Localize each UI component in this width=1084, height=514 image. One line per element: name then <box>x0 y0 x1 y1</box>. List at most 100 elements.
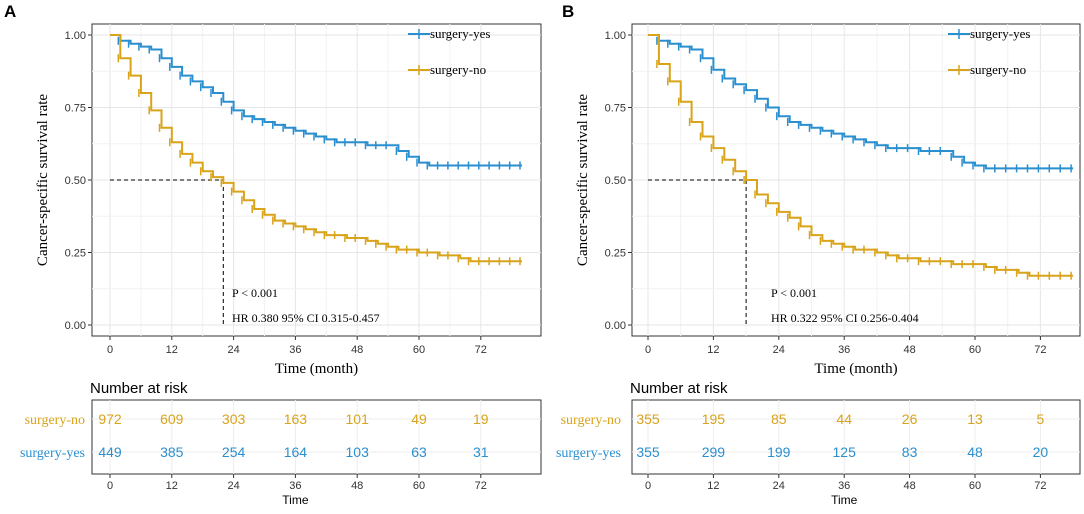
legend-label: surgery-yes <box>430 26 490 41</box>
risk-x-tick-label: 72 <box>1034 480 1046 492</box>
risk-value: 20 <box>1033 444 1049 460</box>
panel-a: A 0.00 0.25 0.50 0.75 1.00 0 12 24 36 48 60 72 Time (… <box>4 2 542 507</box>
censor-marks-surgery-yes <box>117 36 521 170</box>
x-axis-title: Time (month) <box>275 361 358 377</box>
y-axis-title: Cancer-specific survival rate <box>575 94 591 266</box>
risk-value: 48 <box>967 444 983 460</box>
series-line-surgery-yes <box>110 34 522 167</box>
series-line-surgery-no <box>648 34 1074 277</box>
risk-value: 63 <box>411 444 427 460</box>
risk-x-tick-label: 12 <box>707 480 719 492</box>
hazard-ratio-annotation: HR 0.380 95% CI 0.315-0.457 <box>232 311 380 325</box>
risk-table-title: Number at risk <box>630 380 728 397</box>
risk-value: 103 <box>346 444 370 460</box>
risk-value: 385 <box>160 444 184 460</box>
y-tick-label: 1.00 <box>65 30 86 42</box>
legend-item-surgery-no: surgery-no <box>408 62 486 77</box>
x-tick-label: 48 <box>903 344 915 356</box>
x-tick-label: 12 <box>166 344 178 356</box>
risk-value: 355 <box>636 444 660 460</box>
x-tick-label: 36 <box>838 344 850 356</box>
grid <box>92 24 541 336</box>
y-tick-label: 0.50 <box>605 175 626 187</box>
y-tick-label: 0.50 <box>65 175 86 187</box>
y-tick-label: 0.00 <box>65 320 86 332</box>
censor-marks-surgery-yes <box>656 36 1072 173</box>
risk-value: 303 <box>222 411 246 427</box>
risk-x-tick-label: 60 <box>969 480 981 492</box>
risk-row-label-surgery-yes: surgery-yes <box>556 446 621 461</box>
risk-value: 125 <box>833 444 857 460</box>
risk-x-tick-label: 48 <box>903 480 915 492</box>
hazard-ratio-annotation: HR 0.322 95% CI 0.256-0.404 <box>771 311 919 325</box>
risk-value: 5 <box>1037 411 1045 427</box>
x-tick-label: 60 <box>413 344 425 356</box>
risk-value: 163 <box>284 411 308 427</box>
y-tick-label: 0.00 <box>605 320 626 332</box>
x-axis-title: Time (month) <box>814 361 897 377</box>
x-tick-label: 48 <box>351 344 363 356</box>
x-tick-label: 60 <box>969 344 981 356</box>
y-axis-title: Cancer-specific survival rate <box>35 94 51 266</box>
panel-b: B 0.00 0.25 0.50 0.75 1.00 0 12 24 36 48 60 72 Time (… <box>556 2 1081 507</box>
risk-x-axis-title: Time <box>831 493 858 507</box>
risk-value: 449 <box>98 444 122 460</box>
legend-label: surgery-no <box>970 62 1026 77</box>
risk-x-tick-label: 60 <box>413 480 425 492</box>
risk-table-title: Number at risk <box>90 380 188 397</box>
risk-x-tick-label: 36 <box>289 480 301 492</box>
p-value-annotation: P < 0.001 <box>771 286 817 300</box>
risk-x-tick-label: 24 <box>227 480 239 492</box>
risk-table: Number at risk surgery-no 355 195 85 44 26 13 5 s… <box>556 380 1081 507</box>
x-tick-label: 24 <box>227 344 239 356</box>
legend-item-surgery-yes: surgery-yes <box>408 26 490 41</box>
y-tick-label: 0.25 <box>605 248 626 260</box>
risk-value: 164 <box>284 444 308 460</box>
risk-x-tick-label: 36 <box>838 480 850 492</box>
series-line-surgery-no <box>110 34 522 263</box>
risk-value: 972 <box>98 411 122 427</box>
legend-label: surgery-yes <box>970 26 1030 41</box>
y-tick-label: 1.00 <box>605 30 626 42</box>
risk-value: 609 <box>160 411 184 427</box>
x-tick-label: 12 <box>707 344 719 356</box>
censor-marks-surgery-no <box>117 54 521 266</box>
risk-value: 49 <box>411 411 427 427</box>
risk-value: 19 <box>473 411 489 427</box>
risk-x-axis-title: Time <box>282 493 309 507</box>
risk-x-tick-label: 48 <box>351 480 363 492</box>
x-tick-label: 72 <box>1034 344 1046 356</box>
risk-x-tick-label: 12 <box>166 480 178 492</box>
risk-x-tick-label: 72 <box>475 480 487 492</box>
risk-value: 254 <box>222 444 246 460</box>
risk-value: 83 <box>902 444 918 460</box>
risk-x-tick-label: 0 <box>645 480 651 492</box>
grid <box>632 24 1080 336</box>
risk-value: 31 <box>473 444 489 460</box>
risk-value: 85 <box>771 411 787 427</box>
p-value-annotation: P < 0.001 <box>232 286 278 300</box>
risk-value: 199 <box>767 444 791 460</box>
risk-value: 195 <box>702 411 726 427</box>
panel-letter: A <box>4 2 16 21</box>
x-tick-label: 72 <box>475 344 487 356</box>
risk-row-label-surgery-no: surgery-no <box>25 413 85 428</box>
y-tick-label: 0.75 <box>65 103 86 115</box>
risk-value: 13 <box>967 411 983 427</box>
risk-value: 355 <box>636 411 660 427</box>
x-tick-label: 0 <box>645 344 651 356</box>
risk-row-label-surgery-no: surgery-no <box>561 413 621 428</box>
legend-item-surgery-yes: surgery-yes <box>948 26 1030 41</box>
risk-x-tick-label: 0 <box>107 480 113 492</box>
x-tick-label: 36 <box>289 344 301 356</box>
risk-row-label-surgery-yes: surgery-yes <box>20 446 85 461</box>
x-tick-label: 24 <box>773 344 785 356</box>
risk-value: 101 <box>346 411 370 427</box>
risk-value: 44 <box>836 411 852 427</box>
x-tick-label: 0 <box>107 344 113 356</box>
y-tick-label: 0.25 <box>65 248 86 260</box>
panel-letter: B <box>562 2 574 21</box>
y-tick-label: 0.75 <box>605 103 626 115</box>
risk-table-frame <box>631 399 1081 475</box>
legend-item-surgery-no: surgery-no <box>948 62 1026 77</box>
